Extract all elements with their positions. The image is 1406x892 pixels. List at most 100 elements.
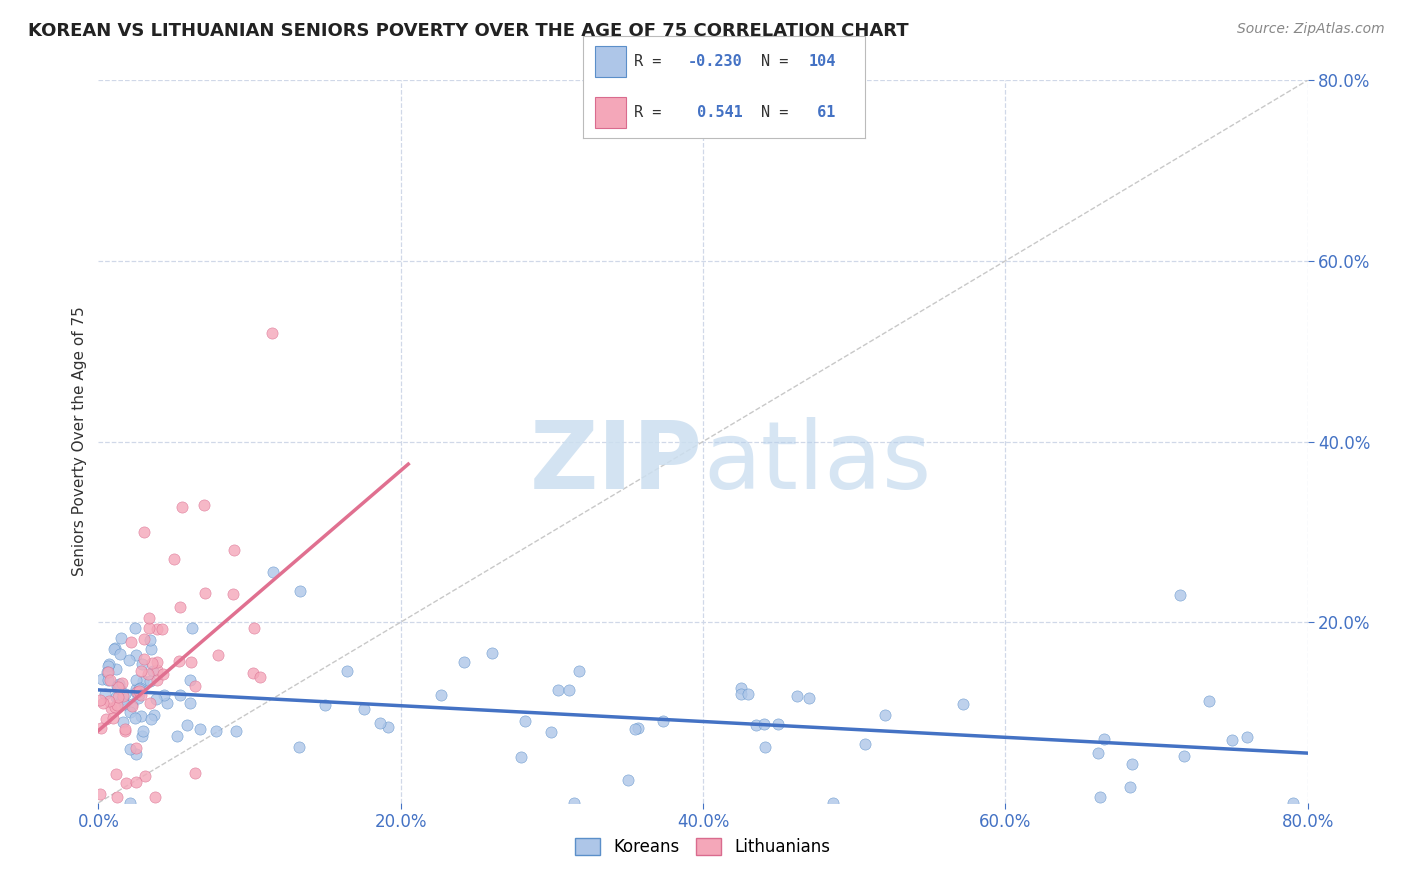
Point [94, 712, 117, 726]
Point [853, 737, 876, 751]
Point [118, 742, 141, 756]
Point [193, 498, 215, 512]
Point [627, 721, 650, 735]
Point [875, 707, 897, 722]
Point [353, 701, 375, 715]
Point [125, 685, 148, 699]
Point [139, 633, 162, 648]
Point [145, 692, 167, 706]
Point [107, 680, 129, 694]
Point [368, 715, 391, 730]
Point [129, 681, 152, 695]
Text: N =: N = [761, 54, 787, 69]
Point [125, 775, 148, 789]
Point [104, 640, 127, 655]
Point [262, 326, 284, 340]
Point [145, 622, 167, 636]
FancyBboxPatch shape [595, 97, 626, 128]
Point [143, 790, 166, 805]
Point [652, 714, 675, 729]
Point [108, 648, 131, 662]
Point [107, 679, 129, 693]
Point [91, 696, 114, 710]
Point [564, 796, 586, 810]
Point [509, 750, 531, 764]
Point [176, 717, 198, 731]
Point [242, 666, 264, 681]
Point [225, 723, 247, 738]
Point [125, 741, 148, 756]
Point [125, 648, 148, 663]
Text: 61: 61 [808, 105, 835, 120]
Point [138, 674, 160, 689]
Point [1088, 789, 1111, 804]
Text: R =: R = [634, 105, 661, 120]
Y-axis label: Seniors Poverty Over the Age of 75: Seniors Poverty Over the Age of 75 [72, 307, 87, 576]
Point [429, 688, 451, 702]
Point [108, 677, 131, 691]
Point [188, 722, 211, 736]
Point [752, 717, 775, 731]
Point [146, 673, 169, 687]
Point [617, 772, 640, 787]
Point [138, 621, 160, 635]
Point [124, 621, 146, 635]
Point [108, 682, 131, 697]
Point [121, 698, 143, 712]
Point [737, 687, 759, 701]
Text: R =: R = [634, 54, 661, 69]
Point [100, 701, 122, 715]
Point [150, 622, 173, 636]
Point [89, 693, 111, 707]
Point [103, 641, 125, 656]
Point [127, 685, 149, 699]
Point [163, 552, 186, 566]
Point [97, 673, 120, 687]
Point [1092, 731, 1115, 746]
Point [766, 716, 789, 731]
Point [132, 724, 155, 739]
Point [224, 542, 246, 557]
Point [1168, 588, 1191, 602]
Point [823, 796, 845, 810]
Point [112, 689, 135, 703]
Point [1198, 693, 1220, 707]
Point [1282, 796, 1305, 810]
Point [104, 700, 127, 714]
Point [152, 667, 174, 681]
Point [1121, 756, 1143, 771]
Point [377, 720, 399, 734]
Point [94, 687, 117, 701]
Point [287, 740, 309, 755]
Point [132, 524, 155, 539]
Point [205, 724, 228, 739]
Point [558, 682, 581, 697]
Point [110, 631, 132, 645]
Point [262, 566, 284, 580]
Point [131, 657, 153, 672]
Point [745, 718, 768, 732]
Text: atlas: atlas [703, 417, 931, 509]
Point [89, 787, 111, 801]
Point [146, 664, 169, 678]
Text: ZIP: ZIP [530, 417, 703, 509]
Text: -0.230: -0.230 [688, 54, 742, 69]
Point [754, 740, 776, 755]
Point [105, 698, 128, 713]
Point [125, 673, 148, 687]
Point [112, 698, 135, 712]
Point [127, 690, 149, 705]
Point [114, 724, 136, 739]
Legend: Koreans, Lithuanians: Koreans, Lithuanians [568, 831, 838, 863]
Point [118, 796, 141, 810]
Point [623, 722, 645, 736]
Point [138, 610, 160, 624]
Point [131, 729, 153, 743]
Point [155, 696, 177, 710]
Point [169, 688, 191, 702]
Point [242, 621, 264, 635]
Point [152, 688, 174, 702]
Point [91, 673, 114, 687]
Point [101, 710, 124, 724]
Point [105, 767, 128, 781]
